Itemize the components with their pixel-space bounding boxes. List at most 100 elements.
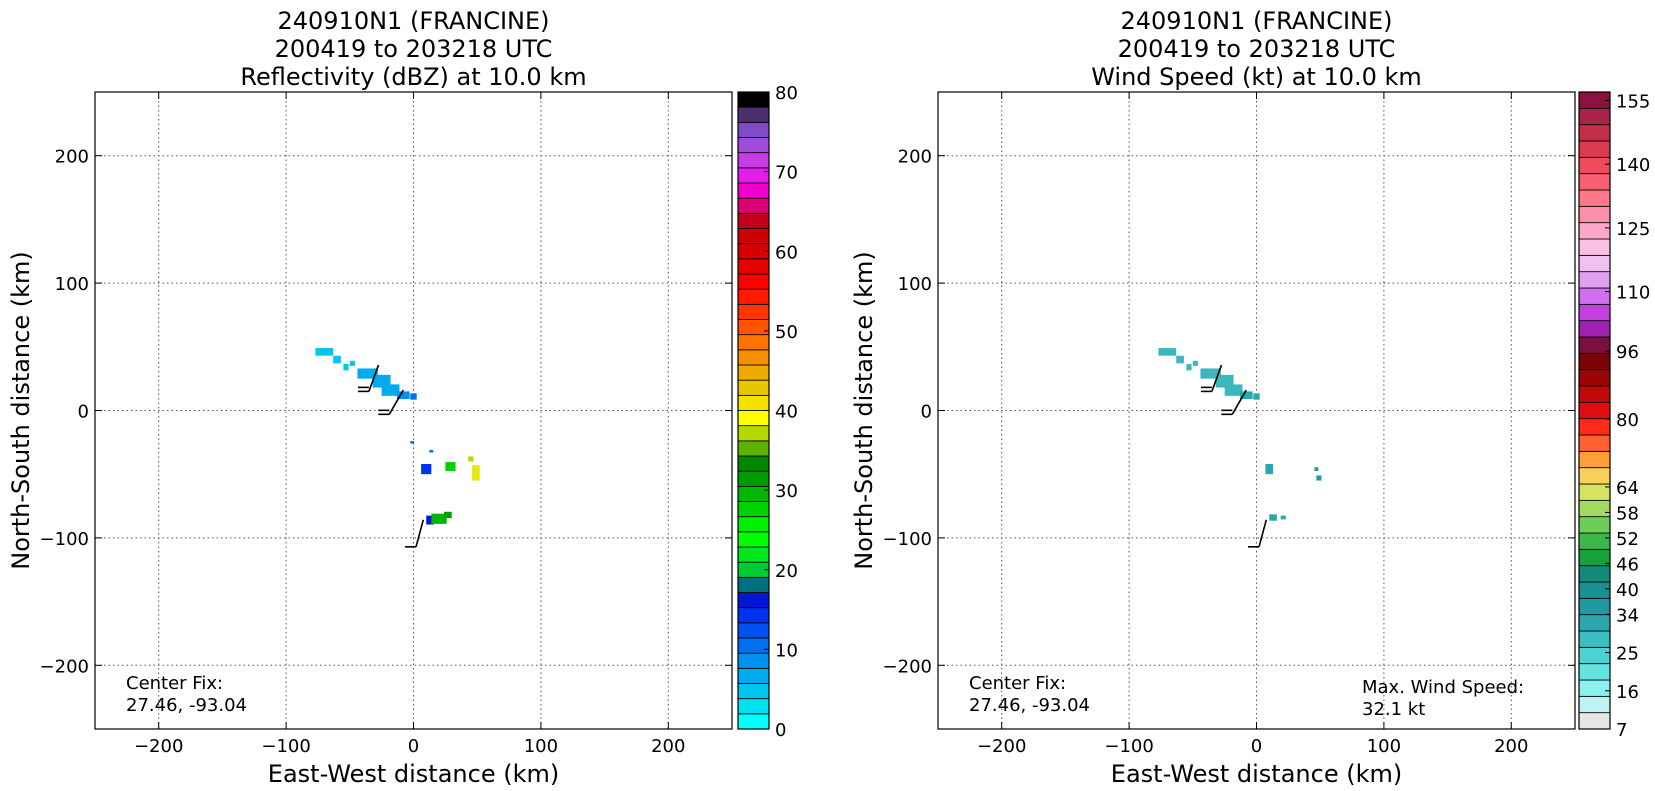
y-tick-label: 0 (921, 402, 932, 423)
colorbar-tick-label: 0 (775, 720, 786, 741)
echo-cell (357, 368, 378, 379)
echo-cell (410, 393, 417, 400)
colorbar-segment (737, 698, 770, 715)
colorbar-segment (737, 258, 770, 275)
echo-cell (1253, 393, 1260, 400)
colorbar-segment (737, 440, 770, 457)
chart-title-line: 200419 to 203218 UTC (1118, 35, 1396, 63)
echo-cell (1158, 348, 1177, 356)
colorbar-segment (737, 576, 770, 593)
echo-cell (349, 360, 355, 366)
x-tick-label: 0 (1251, 736, 1262, 757)
colorbar-segment (1578, 173, 1611, 191)
colorbar-tick-label: 34 (1616, 605, 1639, 626)
center-fix-label: Center Fix: (969, 673, 1066, 694)
y-tick-label: 100 (898, 274, 932, 295)
x-tick-label: 200 (651, 736, 685, 757)
colorbar-segment (737, 410, 770, 427)
colorbar-segment (1578, 205, 1611, 224)
colorbar-tick-label: 30 (775, 481, 798, 502)
colorbar-segment (1578, 287, 1611, 305)
plot-area (95, 92, 732, 729)
colorbar-tick-label: 96 (1616, 342, 1639, 363)
colorbar-segment (1578, 189, 1611, 207)
chart-title-line: Reflectivity (dBZ) at 10.0 km (240, 63, 586, 91)
panel-wind-speed: 240910N1 (FRANCINE)200419 to 203218 UTCW… (850, 7, 1650, 788)
colorbar-tick-label: 50 (775, 322, 798, 343)
colorbar-segment (1578, 385, 1611, 403)
echo-cell (1176, 355, 1184, 364)
y-axis-label: North-South distance (km) (850, 251, 878, 570)
colorbar-tick-label: 16 (1616, 682, 1639, 703)
colorbar-segment (737, 182, 770, 199)
x-tick-label: −100 (1104, 736, 1153, 757)
colorbar-segment (737, 364, 770, 381)
colorbar-segment (737, 273, 770, 290)
echo-cell (472, 465, 480, 481)
x-tick-label: −200 (977, 736, 1026, 757)
colorbar-tick-label: 64 (1616, 478, 1639, 499)
echo-cell (1316, 475, 1322, 481)
x-tick-label: −200 (134, 736, 183, 757)
plot-area (938, 92, 1575, 729)
colorbar-segment (737, 394, 770, 411)
y-tick-label: −100 (883, 529, 932, 550)
echo-cell (1200, 368, 1221, 379)
colorbar-segment (1578, 516, 1611, 534)
echo-cell (343, 363, 349, 371)
echo-cell (468, 456, 474, 462)
echo-cell (431, 513, 447, 524)
colorbar-segment (737, 152, 770, 169)
colorbar-segment (1578, 140, 1611, 158)
colorbar-tick-label: 70 (775, 163, 798, 184)
echo-cell (1192, 360, 1198, 366)
colorbar-segment (737, 137, 770, 154)
colorbar-segment (737, 91, 770, 108)
colorbar-segment (1578, 352, 1611, 371)
colorbar-tick-label: 10 (775, 640, 798, 661)
colorbar-segment (1578, 597, 1611, 616)
colorbar-segment (1578, 695, 1611, 714)
colorbar-segment (737, 470, 770, 487)
y-tick-label: −100 (40, 529, 89, 550)
colorbar-tick-label: 110 (1616, 283, 1650, 304)
echo-cell (381, 384, 400, 396)
colorbar-tick-label: 40 (1616, 580, 1639, 601)
colorbar-segment (737, 622, 770, 639)
colorbar-segment (1578, 646, 1611, 665)
center-fix-label: Center Fix: (126, 673, 223, 694)
wind-barb-shaft (415, 519, 425, 548)
colorbar-segment (1578, 401, 1611, 420)
colorbar-segment (737, 379, 770, 396)
max-wind-label: Max. Wind Speed: (1362, 677, 1524, 698)
colorbar-tick-label: 7 (1616, 720, 1627, 741)
colorbar-segment (1578, 450, 1611, 469)
colorbar-segment (737, 167, 770, 184)
colorbar-segment (737, 531, 770, 548)
colorbar-tick-label: 52 (1616, 529, 1639, 550)
wind-barb-shaft (388, 389, 404, 415)
chart-title-line: 240910N1 (FRANCINE) (1120, 7, 1392, 35)
colorbar-segment (737, 501, 770, 518)
x-tick-label: −100 (261, 736, 310, 757)
colorbar-segment (737, 455, 770, 472)
echo-cell (1224, 384, 1243, 396)
center-fix-value: 27.46, -93.04 (126, 695, 247, 716)
x-tick-label: 100 (1367, 736, 1401, 757)
colorbar-segment (737, 334, 770, 351)
echo-cell (333, 355, 341, 364)
x-tick-label: 200 (1494, 736, 1528, 757)
colorbar-segment (737, 212, 770, 229)
colorbar-tick-label: 20 (775, 561, 798, 582)
x-tick-label: 0 (408, 736, 419, 757)
colorbar-segment (1578, 107, 1611, 126)
echo-cell (429, 449, 434, 453)
echo-cell (410, 441, 415, 444)
echo-cell (1314, 467, 1319, 472)
echo-cell (1269, 514, 1277, 521)
colorbar-segment (737, 228, 770, 245)
colorbar-tick-label: 125 (1616, 219, 1650, 240)
echo-cell (396, 391, 410, 400)
colorbar-segment (737, 713, 770, 730)
